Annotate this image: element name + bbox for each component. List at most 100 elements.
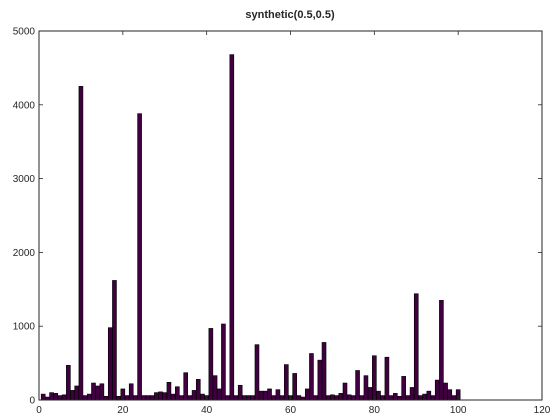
bar bbox=[430, 395, 436, 401]
bar bbox=[233, 395, 239, 401]
bar bbox=[418, 395, 423, 401]
y-tick-label: 2000 bbox=[13, 248, 36, 259]
bar bbox=[439, 300, 444, 401]
bar bbox=[225, 395, 230, 401]
bar bbox=[376, 390, 381, 401]
y-tick-label: 5000 bbox=[13, 27, 36, 38]
bar bbox=[317, 359, 323, 401]
x-tick-label: 20 bbox=[117, 405, 129, 416]
bar bbox=[170, 393, 176, 401]
bar bbox=[137, 113, 142, 401]
bar bbox=[321, 342, 327, 401]
bar bbox=[284, 364, 289, 401]
bar bbox=[149, 395, 155, 401]
bar bbox=[53, 393, 59, 401]
bar bbox=[116, 396, 121, 401]
bar bbox=[57, 395, 63, 401]
bar bbox=[124, 395, 130, 401]
bar bbox=[296, 395, 302, 401]
bar bbox=[87, 393, 92, 401]
axis-ticks: 0 20 40 60 80 100 120 0 1000 2000 3000 4000 5000 bbox=[13, 27, 551, 417]
chart-title: synthetic(0.5,0.5) bbox=[245, 9, 335, 21]
bar bbox=[141, 395, 147, 401]
bar bbox=[397, 396, 402, 401]
bar bbox=[330, 394, 335, 401]
bar bbox=[434, 379, 440, 401]
bar bbox=[451, 395, 457, 401]
bar bbox=[338, 393, 344, 401]
bar bbox=[162, 392, 168, 401]
bar bbox=[195, 379, 201, 401]
bar bbox=[200, 393, 205, 401]
bar bbox=[409, 387, 415, 401]
bar bbox=[187, 395, 193, 401]
bar bbox=[70, 390, 75, 401]
bar bbox=[279, 395, 285, 401]
bar bbox=[443, 382, 448, 401]
bar bbox=[61, 394, 67, 401]
bar bbox=[267, 388, 272, 401]
bar bbox=[145, 395, 151, 401]
bar bbox=[78, 86, 84, 401]
bar bbox=[313, 395, 318, 401]
bar bbox=[422, 393, 427, 401]
bar bbox=[216, 388, 222, 401]
bar bbox=[91, 382, 96, 401]
bar bbox=[250, 395, 256, 401]
bars bbox=[40, 54, 461, 401]
bar bbox=[191, 390, 197, 401]
x-tick-label: 80 bbox=[369, 405, 381, 416]
bar bbox=[237, 384, 243, 401]
bar bbox=[103, 396, 109, 401]
bar bbox=[304, 388, 310, 401]
y-tick-label: 0 bbox=[29, 396, 35, 407]
bar bbox=[401, 376, 406, 401]
bar bbox=[292, 373, 297, 401]
bar bbox=[392, 393, 398, 401]
bar bbox=[384, 356, 390, 401]
bar bbox=[275, 389, 281, 401]
bar bbox=[380, 395, 386, 401]
bar bbox=[258, 390, 264, 401]
bar bbox=[175, 386, 180, 401]
bar bbox=[40, 393, 46, 401]
y-tick-label: 1000 bbox=[13, 322, 36, 333]
bar bbox=[271, 395, 277, 401]
bar bbox=[388, 395, 394, 401]
bar bbox=[426, 390, 432, 401]
bar bbox=[325, 395, 331, 401]
x-tick-label: 40 bbox=[201, 405, 213, 416]
bar bbox=[334, 395, 339, 401]
bar bbox=[405, 395, 411, 401]
bar bbox=[413, 293, 419, 401]
bar bbox=[359, 395, 365, 401]
bar bbox=[99, 383, 105, 401]
bar bbox=[367, 387, 373, 401]
bar bbox=[183, 372, 189, 401]
bar bbox=[107, 327, 113, 401]
bar bbox=[179, 395, 184, 401]
bar bbox=[342, 382, 348, 401]
bar bbox=[363, 375, 369, 401]
x-tick-label: 60 bbox=[285, 405, 297, 416]
bar bbox=[208, 328, 214, 401]
bar bbox=[49, 392, 54, 401]
bar bbox=[355, 370, 360, 401]
bar bbox=[74, 385, 80, 401]
x-tick-label: 100 bbox=[450, 405, 467, 416]
bar bbox=[154, 392, 159, 401]
x-tick-label: 120 bbox=[534, 405, 551, 416]
bar bbox=[82, 395, 88, 401]
bar bbox=[447, 389, 453, 401]
bar bbox=[346, 394, 352, 401]
bar bbox=[263, 390, 268, 401]
bar bbox=[158, 391, 163, 401]
bar bbox=[166, 381, 172, 401]
bar bbox=[212, 375, 218, 401]
bar bbox=[229, 54, 235, 401]
bar bbox=[351, 395, 356, 401]
bar bbox=[242, 395, 247, 401]
bar bbox=[254, 344, 260, 401]
bar bbox=[246, 395, 251, 401]
